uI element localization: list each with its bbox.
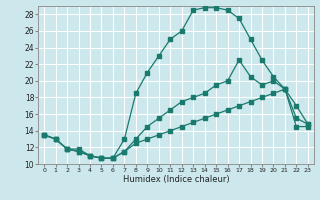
X-axis label: Humidex (Indice chaleur): Humidex (Indice chaleur): [123, 175, 229, 184]
